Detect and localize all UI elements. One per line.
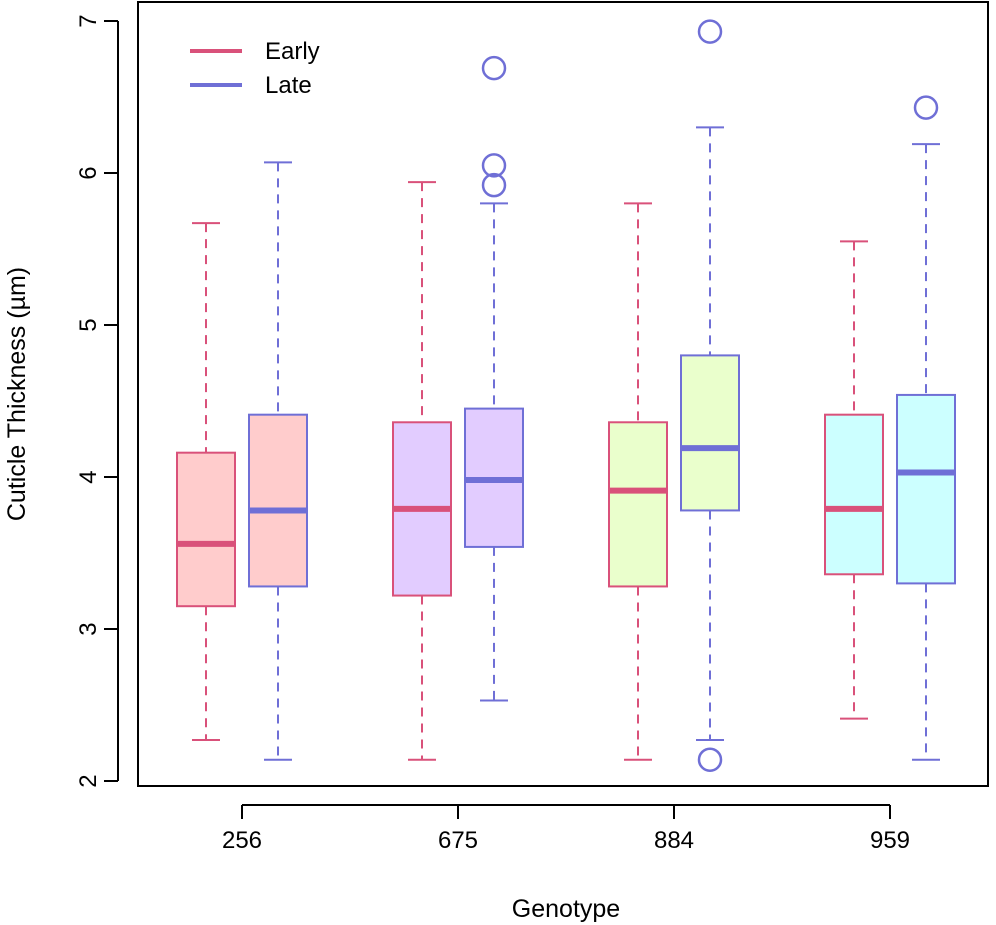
y-tick-label: 2 [75, 774, 102, 787]
box-late-884 [680, 19, 740, 772]
y-tick-label: 5 [75, 318, 102, 331]
box-early-884 [608, 202, 668, 761]
y-tick-label: 4 [75, 470, 102, 483]
box-iqr [608, 421, 668, 588]
outlier-point [481, 55, 507, 81]
legend-label: Late [265, 72, 312, 99]
x-tick-label: 884 [654, 827, 694, 854]
outlier-point [481, 172, 507, 198]
y-tick-label: 7 [75, 14, 102, 27]
plot-frame [137, 1, 989, 787]
outlier-point [697, 747, 723, 772]
x-axis: 256 675 884 959 [222, 804, 910, 854]
box-late-959 [896, 95, 956, 761]
y-axis-title: Cuticle Thickness (µm) [3, 267, 31, 521]
y-tick-label: 6 [75, 166, 102, 179]
x-axis-title: Genotype [512, 895, 620, 923]
y-tick-label: 3 [75, 622, 102, 635]
outlier-point [697, 19, 723, 44]
box-early-675 [392, 181, 452, 761]
y-axis: 2 3 4 5 6 7 [75, 14, 119, 788]
box-late-675 [464, 55, 524, 702]
box-iqr [896, 393, 956, 585]
box-iqr [680, 354, 740, 512]
plot-area [176, 19, 956, 772]
legend: Early Late [190, 38, 320, 99]
x-tick-label: 959 [870, 827, 910, 854]
box-late-256 [248, 161, 308, 761]
x-tick-label: 256 [222, 827, 262, 854]
box-iqr [176, 451, 236, 608]
box-iqr [248, 413, 308, 588]
outlier-point [913, 95, 939, 120]
legend-label: Early [265, 38, 320, 65]
x-tick-label: 675 [438, 827, 478, 854]
outlier-point [481, 153, 507, 178]
box-early-256 [176, 222, 236, 741]
box-iqr [824, 413, 884, 576]
box-early-959 [824, 240, 884, 720]
